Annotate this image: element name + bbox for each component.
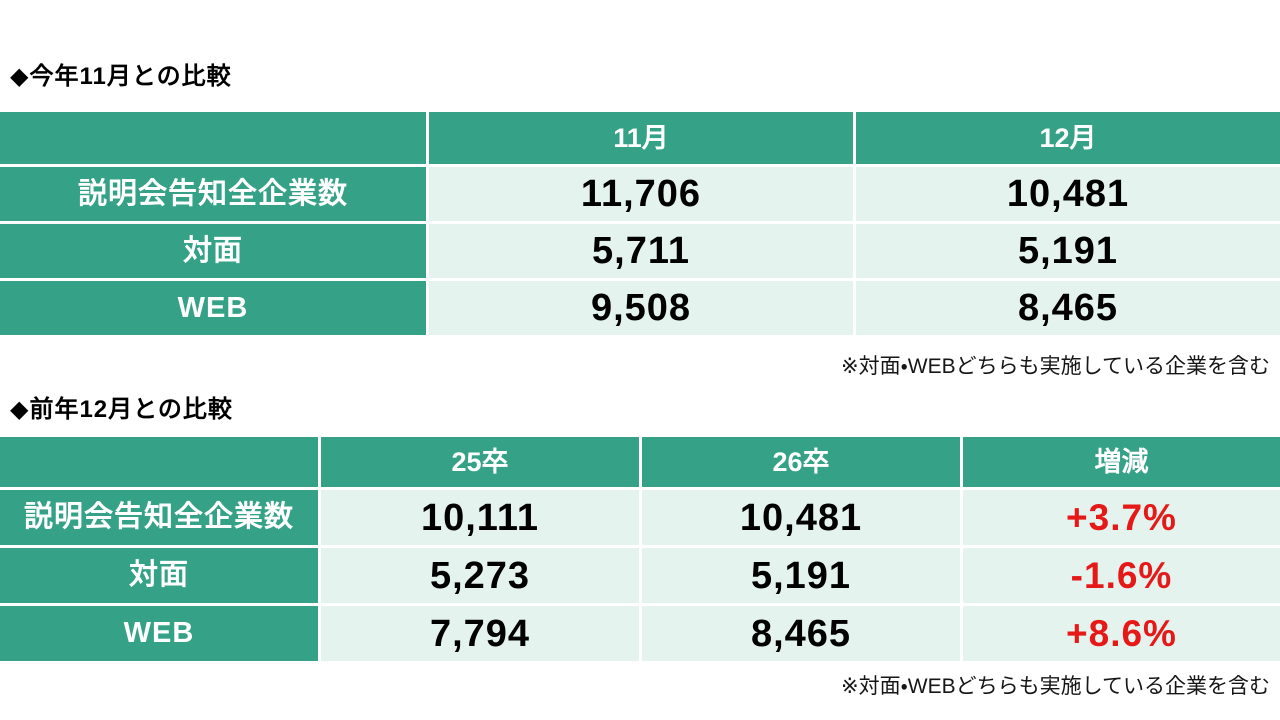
- delta-percent-cell: -1.6%: [963, 548, 1280, 603]
- corner-header-cell: [0, 437, 318, 487]
- column-header-11gatsu: 11月: [429, 112, 853, 164]
- row-label-all-companies: 説明会告知全企業数: [0, 167, 426, 221]
- value-cell: 11,706: [429, 167, 853, 221]
- column-header-zogen: 増減: [963, 437, 1280, 487]
- row-label-web: WEB: [0, 606, 318, 661]
- value-cell: 8,465: [642, 606, 960, 661]
- value-cell: 8,465: [856, 281, 1280, 335]
- row-label-all-companies: 説明会告知全企業数: [0, 490, 318, 545]
- value-cell: 9,508: [429, 281, 853, 335]
- row-label-web: WEB: [0, 281, 426, 335]
- footnote-both-included: ※対面・WEBどちらも実施している企業を含む: [841, 675, 1270, 698]
- delta-percent-cell: +8.6%: [963, 606, 1280, 661]
- previous-year-comparison-table: 25卒 26卒 増減 説明会告知全企業数 10,111 10,481 +3.7%…: [0, 437, 1280, 661]
- column-header-26sotsu: 26卒: [642, 437, 960, 487]
- november-comparison-table: 11月 12月 説明会告知全企業数 11,706 10,481 対面 5,711…: [0, 112, 1280, 335]
- value-cell: 10,481: [642, 490, 960, 545]
- value-cell: 5,191: [856, 224, 1280, 278]
- value-cell: 5,711: [429, 224, 853, 278]
- value-cell: 10,111: [321, 490, 639, 545]
- section-title-november-comparison: ◆今年11月との比較: [10, 63, 232, 90]
- delta-percent-cell: +3.7%: [963, 490, 1280, 545]
- value-cell: 5,191: [642, 548, 960, 603]
- value-cell: 5,273: [321, 548, 639, 603]
- footnote-both-included: ※対面・WEBどちらも実施している企業を含む: [841, 355, 1270, 378]
- column-header-25sotsu: 25卒: [321, 437, 639, 487]
- column-header-12gatsu: 12月: [856, 112, 1280, 164]
- value-cell: 7,794: [321, 606, 639, 661]
- value-cell: 10,481: [856, 167, 1280, 221]
- corner-header-cell: [0, 112, 426, 164]
- section-title-previous-year-comparison: ◆前年12月との比較: [10, 396, 233, 423]
- row-label-taimen: 対面: [0, 224, 426, 278]
- row-label-taimen: 対面: [0, 548, 318, 603]
